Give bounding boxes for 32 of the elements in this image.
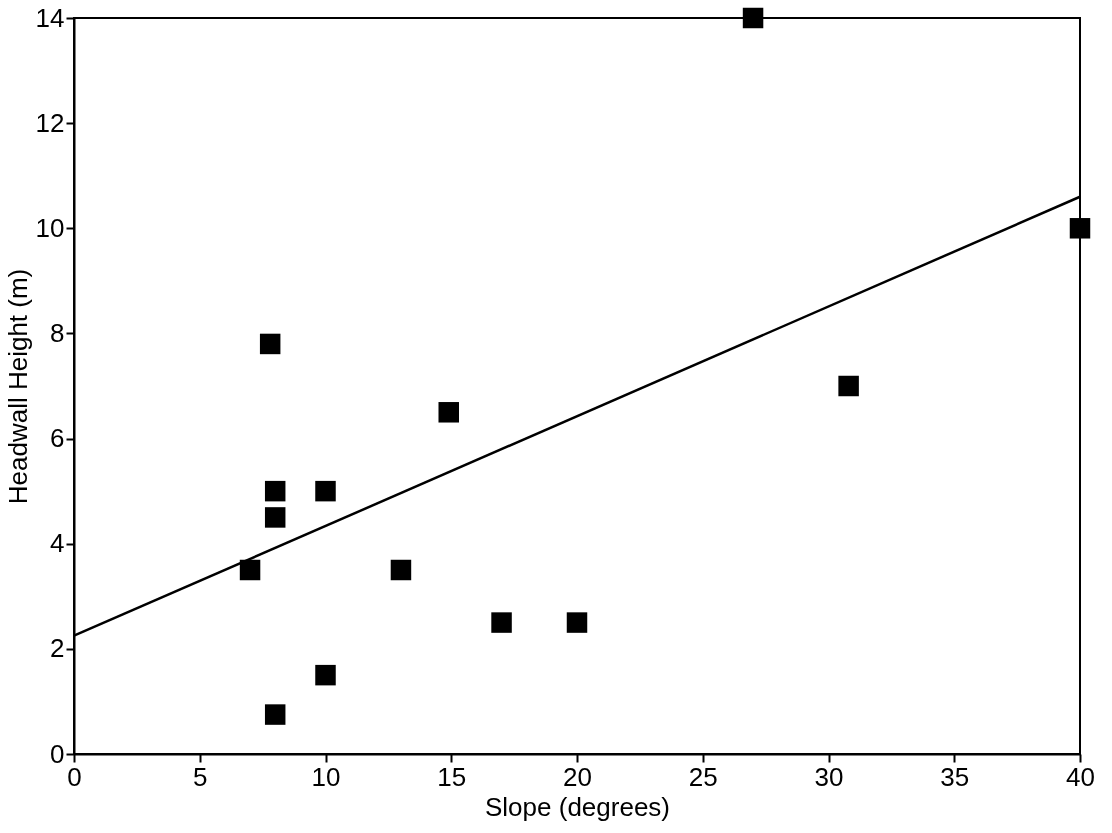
y-tick-label: 14 (35, 2, 65, 33)
point (264, 480, 286, 502)
point (259, 333, 281, 355)
x-tick-label: 30 (814, 761, 844, 792)
y-tick-label: 4 (50, 528, 65, 559)
y-tick-label: 8 (50, 317, 65, 348)
x-tick-label: 35 (940, 761, 970, 792)
point (566, 612, 588, 633)
y-tick-label: 10 (35, 212, 65, 243)
y-tick-label: 0 (50, 738, 65, 769)
point (438, 402, 459, 423)
y-tick-label: 12 (35, 107, 65, 138)
point (315, 664, 336, 686)
point (315, 480, 336, 502)
point (838, 375, 859, 397)
point (264, 507, 286, 528)
y-tick-label: 2 (50, 633, 65, 664)
point (491, 612, 512, 633)
x-tick-label: 20 (563, 761, 592, 792)
point (390, 559, 412, 581)
y-axis-title: Headwall Height (m) (2, 268, 33, 505)
point (264, 704, 286, 725)
point (239, 559, 261, 581)
x-axis-title: Slope (degrees) (485, 791, 670, 822)
x-tick-label: 10 (311, 761, 341, 792)
x-tick-label: 25 (688, 761, 718, 792)
y-tick-label: 6 (50, 423, 65, 454)
x-tick-label: 40 (1066, 761, 1095, 792)
point (1069, 218, 1091, 239)
point (742, 7, 764, 29)
x-tick-label: 15 (437, 761, 467, 792)
x-tick-label: 5 (193, 761, 208, 792)
